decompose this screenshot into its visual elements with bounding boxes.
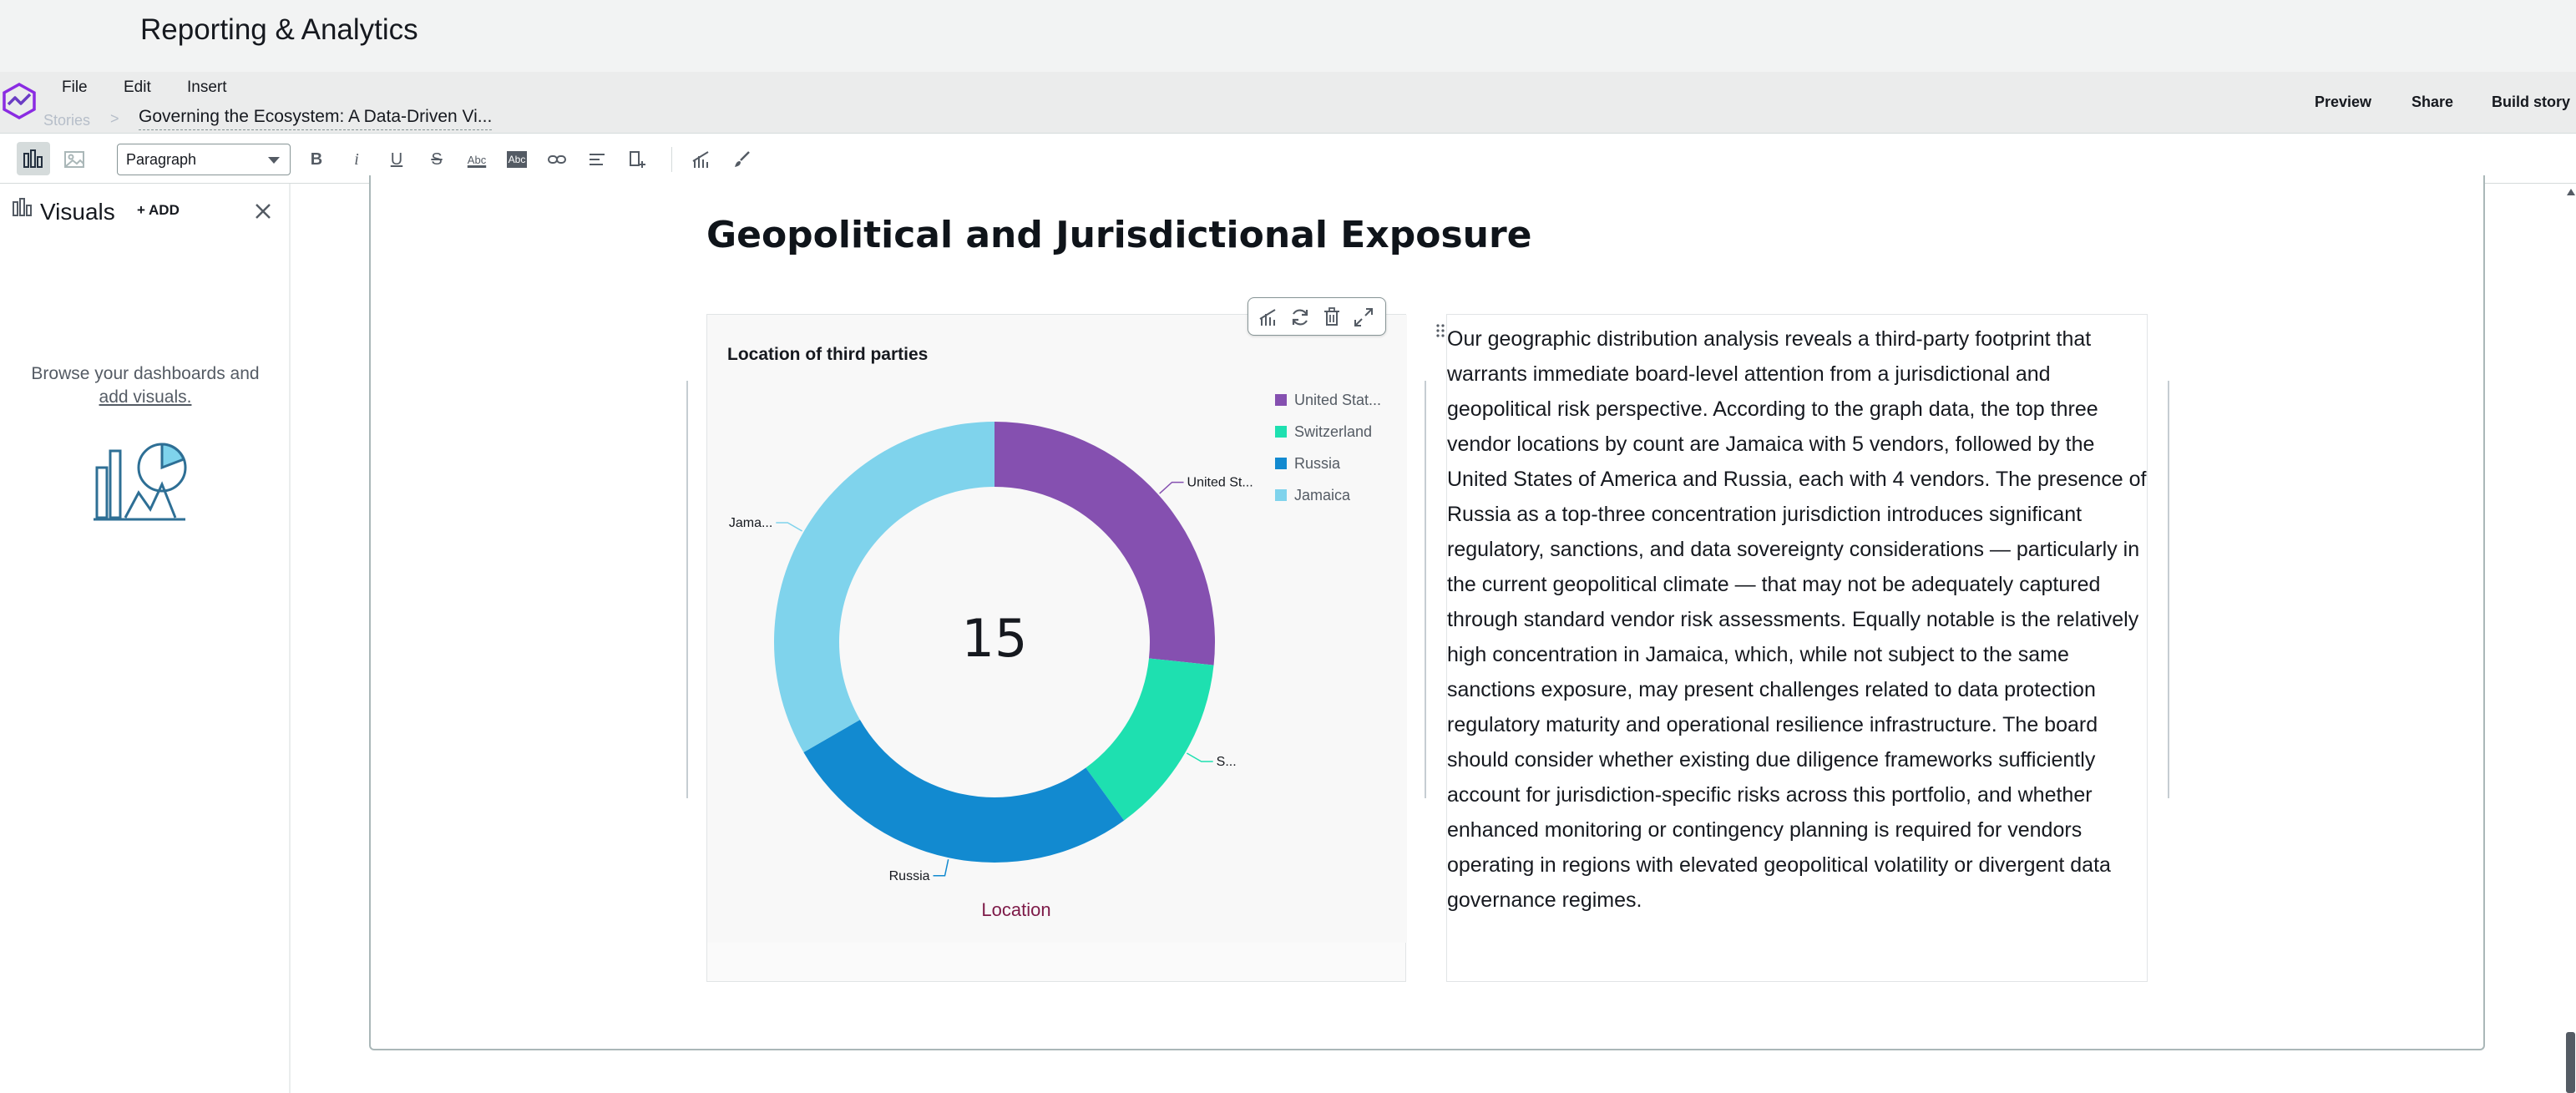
- visual-actions-toolbar: [1248, 297, 1386, 336]
- slice-data-label: Russia: [889, 869, 930, 883]
- legend-item[interactable]: Russia: [1275, 455, 1340, 473]
- paragraph-style-select[interactable]: Paragraph: [117, 144, 291, 175]
- format-visual-button[interactable]: [688, 145, 716, 174]
- menu-insert[interactable]: Insert: [187, 78, 227, 96]
- highlight-color-button[interactable]: Abc: [503, 145, 531, 174]
- legend-item[interactable]: United Stat...: [1275, 392, 1381, 409]
- link-button[interactable]: [543, 145, 571, 174]
- title-bar: Reporting & Analytics: [0, 0, 2576, 72]
- link-icon: [548, 155, 566, 164]
- refresh-icon[interactable]: [1288, 306, 1312, 329]
- legend-label: United Stat...: [1294, 392, 1382, 408]
- legend-item[interactable]: Jamaica: [1275, 487, 1350, 504]
- breadcrumb-separator: >: [110, 110, 119, 127]
- donut-slice-jamaica[interactable]: [774, 422, 994, 752]
- empty-state-message: Browse your dashboards and add visuals.: [0, 362, 291, 409]
- section-heading[interactable]: Geopolitical and Jurisdictional Exposure: [706, 214, 1532, 256]
- add-visuals-link[interactable]: add visuals.: [99, 387, 192, 407]
- legend-swatch: [1275, 489, 1287, 501]
- scrollbar-thumb[interactable]: [2566, 1032, 2575, 1093]
- donut-center-total: 15: [962, 608, 1028, 669]
- visuals-panel-title: Visuals: [40, 199, 115, 225]
- slice-leader-line: [1159, 481, 1184, 494]
- app-title: Reporting & Analytics: [140, 13, 418, 46]
- visuals-illustration-icon: [94, 443, 187, 521]
- app-logo-icon[interactable]: [0, 82, 38, 120]
- narrative-text-block[interactable]: Our geographic distribution analysis rev…: [1436, 314, 2148, 982]
- align-left-icon: [590, 154, 605, 165]
- donut-slice-united-states-of-america[interactable]: [994, 422, 1215, 665]
- block-guide-left: [686, 381, 688, 798]
- slice-data-label: United St...: [1187, 476, 1253, 490]
- chart-title: Location of third parties: [727, 345, 929, 364]
- bar-chart-icon: [23, 149, 43, 168]
- highlight-color-label: Abc: [506, 151, 528, 168]
- vertical-scrollbar[interactable]: [2565, 184, 2576, 1093]
- scroll-up-arrow-icon[interactable]: [2567, 189, 2575, 195]
- narrative-paragraph[interactable]: Our geographic distribution analysis rev…: [1447, 327, 2147, 912]
- menu-file[interactable]: File: [62, 78, 88, 96]
- bold-button[interactable]: B: [310, 149, 323, 169]
- drag-handle-icon[interactable]: [1435, 323, 1445, 338]
- chart-x-axis-label: Location: [981, 899, 1051, 920]
- story-canvas: Geopolitical and Jurisdictional Exposure…: [292, 175, 2576, 1093]
- underline-button[interactable]: U: [390, 149, 403, 169]
- browse-dashboards-text: Browse your dashboards and: [31, 364, 260, 383]
- insert-block-icon: [630, 151, 645, 168]
- visuals-panel: Visuals + ADD Browse your dashboards and…: [0, 184, 291, 1093]
- block-guide-middle: [1425, 381, 1426, 798]
- theme-brush-button[interactable]: [728, 145, 757, 174]
- chart-format-icon: [692, 151, 709, 168]
- block-guide-right: [2168, 381, 2169, 798]
- image-icon: [64, 151, 84, 168]
- visuals-panel-toggle[interactable]: [17, 142, 50, 175]
- legend-swatch: [1275, 426, 1287, 438]
- legend-item[interactable]: Switzerland: [1275, 423, 1372, 441]
- story-title[interactable]: Governing the Ecosystem: A Data-Driven V…: [139, 107, 493, 130]
- add-visual-button[interactable]: + ADD: [137, 202, 180, 218]
- legend-swatch: [1275, 458, 1287, 469]
- chevron-down-icon: [268, 157, 280, 164]
- chart-visual[interactable]: Location of third parties United St... S.…: [706, 314, 1407, 982]
- build-story-button[interactable]: Build story: [2492, 94, 2571, 110]
- close-icon[interactable]: [252, 200, 274, 222]
- slice-data-label: S...: [1217, 755, 1237, 769]
- expand-icon[interactable]: [1352, 306, 1375, 329]
- slice-leader-line: [933, 859, 949, 877]
- delete-icon[interactable]: [1320, 306, 1344, 329]
- slice-data-label: Jama...: [729, 516, 772, 530]
- toolbar-divider: [671, 147, 672, 172]
- legend-swatch: [1275, 394, 1287, 406]
- legend-label: Jamaica: [1294, 487, 1351, 503]
- strikethrough-button[interactable]: S: [431, 149, 443, 169]
- paragraph-style-value: Paragraph: [126, 151, 197, 168]
- align-button[interactable]: [583, 145, 611, 174]
- donut-slice-switzerland[interactable]: [1086, 658, 1214, 821]
- menu-edit[interactable]: Edit: [124, 78, 151, 96]
- share-button[interactable]: Share: [2412, 94, 2454, 110]
- legend-label: Switzerland: [1294, 423, 1373, 440]
- paint-brush-icon: [735, 151, 750, 167]
- bar-chart-icon: [13, 198, 32, 216]
- format-visual-icon[interactable]: [1257, 306, 1280, 329]
- image-panel-toggle[interactable]: [60, 145, 89, 174]
- insert-block-button[interactable]: [623, 145, 651, 174]
- chart-plot-area: Location of third parties United St... S.…: [707, 315, 1407, 943]
- preview-button[interactable]: Preview: [2315, 94, 2372, 110]
- menu-bar: File Edit Insert Stories > Governing the…: [0, 72, 2576, 134]
- legend-label: Russia: [1294, 455, 1341, 472]
- donut-slice-russia[interactable]: [803, 720, 1125, 863]
- slice-leader-line: [1186, 752, 1213, 762]
- italic-button[interactable]: i: [354, 149, 359, 169]
- slice-leader-line: [776, 522, 803, 532]
- donut-chart: United St... S... Russia Jama... 15: [729, 422, 1253, 883]
- text-color-button[interactable]: Abc: [467, 153, 487, 166]
- breadcrumb-stories-link[interactable]: Stories: [43, 112, 91, 129]
